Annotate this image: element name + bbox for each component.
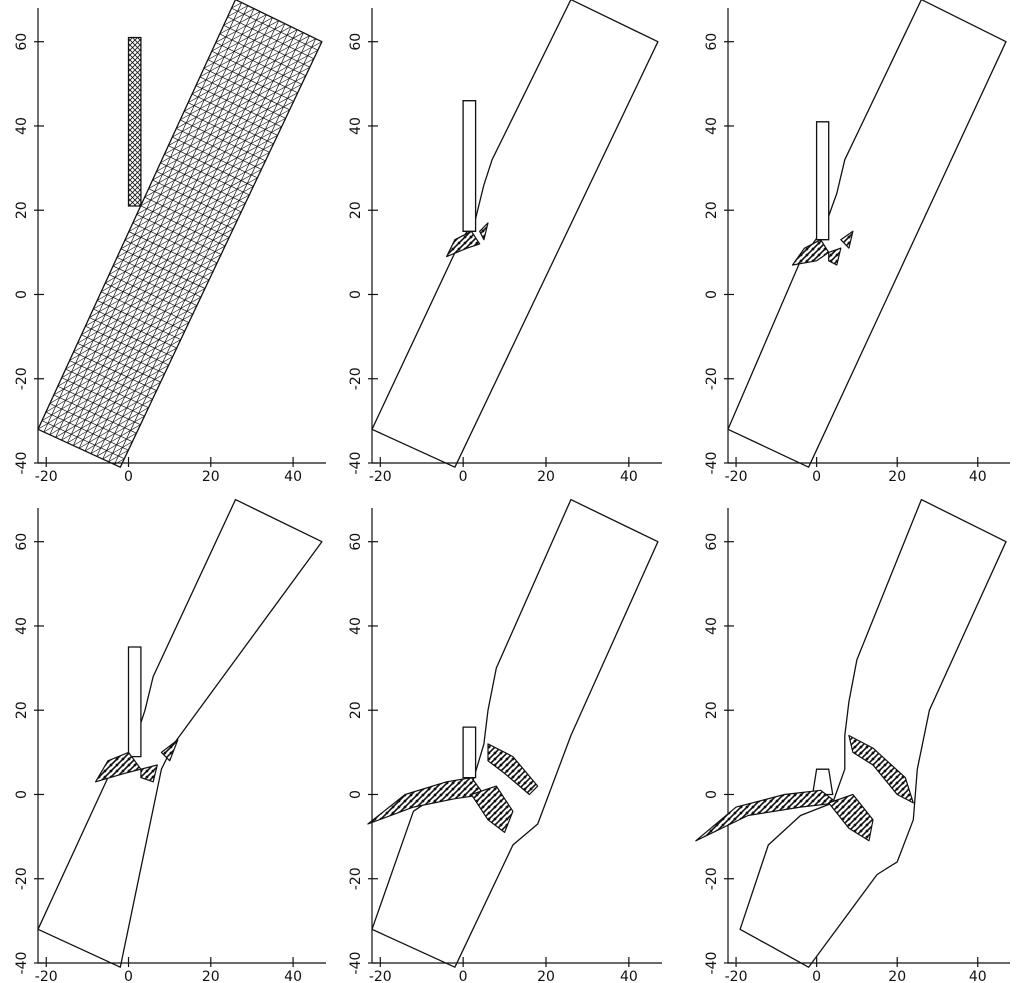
y-tick-label: -20 (704, 367, 720, 390)
y-tick-label: 60 (704, 533, 720, 551)
x-tick-label: 0 (124, 969, 133, 983)
debris-cluster (487, 743, 539, 796)
target-outline (739, 498, 1007, 968)
y-tick-label: -40 (704, 952, 720, 975)
x-tick-label: 0 (124, 469, 133, 485)
projectile-outline (127, 646, 142, 758)
target-outline (727, 0, 1007, 468)
target-mesh (37, 0, 323, 468)
y-tick-label: 60 (14, 33, 30, 51)
y-tick-label: 40 (704, 617, 720, 635)
debris-cluster (840, 230, 854, 249)
x-tick-label: -20 (35, 969, 58, 983)
y-tick-label: -20 (14, 367, 30, 390)
y-tick-label: 40 (704, 117, 720, 135)
debris-cluster (828, 793, 874, 842)
y-tick-label: 0 (704, 290, 720, 299)
panel-4: -20 0 20 40 -40 -20 0 20 40 60 (14, 498, 326, 983)
debris-cluster (791, 239, 830, 266)
y-tick-label: 0 (348, 790, 364, 799)
target-outline (371, 498, 659, 968)
y-tick-label: 40 (348, 117, 364, 135)
y-tick-label: 0 (704, 790, 720, 799)
debris-cluster (367, 776, 485, 825)
x-tick-label: -20 (725, 469, 748, 485)
y-tick-label: -40 (14, 952, 30, 975)
y-tick-label: 0 (14, 790, 30, 799)
y-tick-label: 0 (14, 290, 30, 299)
y-tick-label: 60 (14, 533, 30, 551)
x-tick-label: 0 (812, 969, 821, 983)
panel-2: -20 0 20 40 -40 -20 0 20 40 60 (348, 0, 662, 485)
debris-cluster (140, 764, 158, 783)
projectile-outline (815, 121, 830, 241)
debris-cluster (160, 739, 179, 762)
target-outline (371, 0, 659, 468)
debris-cluster (470, 785, 514, 834)
projectile-outline (462, 726, 477, 779)
y-tick-label: 60 (704, 33, 720, 51)
panel-6: -20 0 20 40 -40 -20 0 20 40 60 (695, 498, 1010, 983)
y-tick-label: -20 (14, 867, 30, 890)
x-tick-label: -20 (369, 469, 392, 485)
debris-cluster (695, 789, 838, 842)
x-tick-label: 0 (459, 969, 468, 983)
y-tick-label: -40 (348, 452, 364, 475)
projectile-outline (462, 100, 477, 232)
debris-cluster (446, 230, 481, 258)
debris-cluster (848, 734, 914, 804)
x-tick-label: 20 (888, 469, 906, 485)
x-tick-label: 20 (202, 469, 220, 485)
y-tick-label: -20 (704, 867, 720, 890)
x-tick-label: 20 (537, 469, 555, 485)
y-tick-label: -40 (348, 952, 364, 975)
x-tick-label: 40 (284, 969, 302, 983)
y-tick-label: -20 (348, 367, 364, 390)
debris-cluster (828, 247, 842, 266)
y-tick-label: -40 (704, 452, 720, 475)
target-outline (37, 0, 323, 468)
y-tick-label: 60 (348, 533, 364, 551)
y-tick-label: 60 (348, 33, 364, 51)
x-tick-label: 40 (620, 969, 638, 983)
x-tick-label: 40 (969, 469, 987, 485)
panel-1: -20 0 20 40 -40 -20 0 20 40 60 (14, 0, 326, 485)
x-tick-label: 0 (812, 469, 821, 485)
debris-cluster (94, 751, 142, 783)
panel-5: -20 0 20 40 -40 -20 0 20 40 60 (348, 498, 662, 983)
y-tick-label: 20 (14, 701, 30, 719)
y-tick-label: 40 (14, 617, 30, 635)
y-tick-label: 40 (348, 617, 364, 635)
y-tick-label: 20 (348, 201, 364, 219)
projectile-outline (127, 36, 142, 207)
x-tick-label: 0 (459, 469, 468, 485)
x-tick-label: 20 (537, 969, 555, 983)
x-tick-label: -20 (35, 469, 58, 485)
target-outline (37, 498, 323, 968)
x-tick-label: 20 (888, 969, 906, 983)
x-tick-label: 20 (202, 969, 220, 983)
debris-cluster (479, 222, 489, 241)
y-tick-label: -40 (14, 452, 30, 475)
x-tick-label: 40 (969, 969, 987, 983)
x-tick-label: 40 (620, 469, 638, 485)
x-tick-label: -20 (369, 969, 392, 983)
x-tick-label: -20 (725, 969, 748, 983)
y-tick-label: 20 (704, 201, 720, 219)
y-tick-label: 20 (14, 201, 30, 219)
y-tick-label: 0 (348, 290, 364, 299)
y-tick-label: -20 (348, 867, 364, 890)
y-tick-label: 20 (704, 701, 720, 719)
y-tick-label: 20 (348, 701, 364, 719)
y-tick-label: 40 (14, 117, 30, 135)
x-tick-label: 40 (284, 469, 302, 485)
panel-3: -20 0 20 40 -40 -20 0 20 40 60 (704, 0, 1010, 485)
